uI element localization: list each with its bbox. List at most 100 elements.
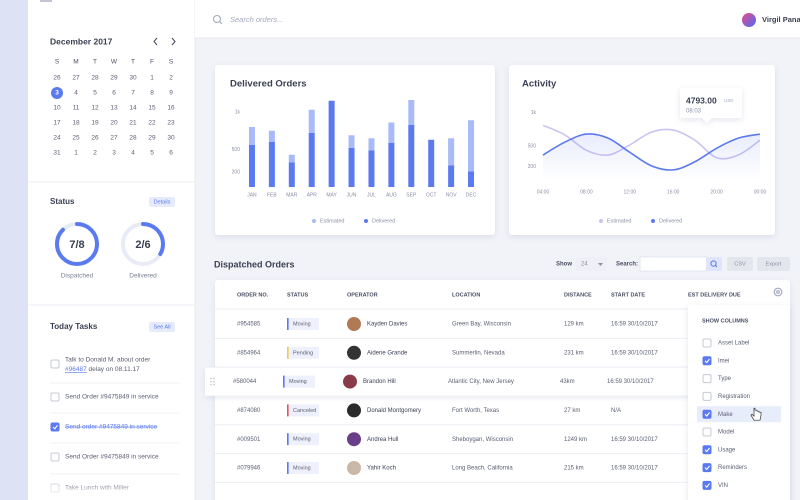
calendar-day[interactable]: 1 xyxy=(150,75,154,82)
search-input[interactable] xyxy=(639,256,708,272)
calendar-day[interactable]: 8 xyxy=(150,90,154,97)
column-option[interactable]: Usage xyxy=(718,447,736,453)
calendar-day[interactable]: 30 xyxy=(167,135,175,142)
see-all-button[interactable] xyxy=(149,322,175,332)
operator-name: Aidene Grande xyxy=(367,350,408,356)
calendar-day[interactable]: 26 xyxy=(91,135,99,142)
calendar-day[interactable]: 9 xyxy=(169,90,173,97)
button-label: See All xyxy=(153,324,170,330)
calendar-prev[interactable] xyxy=(153,37,158,46)
column-option[interactable]: Registration xyxy=(718,394,750,400)
calendar-day[interactable]: 2 xyxy=(169,75,173,82)
bar-segment xyxy=(348,148,355,187)
show-select[interactable] xyxy=(576,257,607,271)
calendar-day[interactable]: 29 xyxy=(110,75,118,82)
task-checkbox[interactable] xyxy=(50,392,60,402)
calendar-day[interactable]: 22 xyxy=(148,120,156,127)
calendar-day[interactable]: 25 xyxy=(72,135,80,142)
tooltip-time: 08:03 xyxy=(686,109,702,115)
task-checkbox[interactable] xyxy=(50,452,60,462)
checkmark xyxy=(52,424,58,430)
task-checkbox[interactable] xyxy=(50,422,60,432)
calendar-day[interactable]: 26 xyxy=(53,75,61,82)
task-checkbox[interactable] xyxy=(50,359,60,369)
calendar-day[interactable]: 12 xyxy=(91,105,99,112)
calendar-day[interactable]: 23 xyxy=(167,120,175,127)
calendar-day[interactable]: 5 xyxy=(150,150,154,157)
column-checkbox[interactable] xyxy=(702,391,712,401)
calendar-day[interactable]: 3 xyxy=(55,90,59,97)
calendar-day[interactable]: 16 xyxy=(167,105,175,112)
calendar-day[interactable]: 17 xyxy=(53,120,61,127)
column-option[interactable]: Type xyxy=(718,376,732,382)
select-caret xyxy=(598,263,603,266)
calendar-day[interactable]: 30 xyxy=(129,75,137,82)
calendar-day[interactable]: 11 xyxy=(73,105,80,112)
column-option[interactable]: VIN xyxy=(718,483,728,489)
search-button-icon xyxy=(710,260,718,268)
tooltip-unit: USD xyxy=(724,98,734,103)
calendar-day[interactable]: 27 xyxy=(72,75,80,82)
sidebar-fade xyxy=(28,476,194,500)
ring-caption: Dispatched xyxy=(61,273,94,280)
x-tick-label: 12:00 xyxy=(624,189,637,195)
task-link[interactable]: #96487 xyxy=(65,366,87,373)
calendar-day[interactable]: 14 xyxy=(129,105,137,112)
calendar-day[interactable]: 4 xyxy=(131,150,135,157)
calendar-day[interactable]: 10 xyxy=(53,105,61,112)
column-option[interactable]: Make xyxy=(718,412,733,418)
column-option[interactable]: Reminders xyxy=(718,465,747,471)
calendar-day[interactable]: 27 xyxy=(110,135,118,142)
column-checkbox[interactable] xyxy=(702,463,712,473)
csv-button[interactable] xyxy=(727,257,753,271)
settings-gear[interactable] xyxy=(773,287,783,297)
location: Summerlin, Nevada xyxy=(452,350,505,356)
calendar-day[interactable]: 20 xyxy=(110,120,118,127)
calendar-day[interactable]: 19 xyxy=(91,120,99,127)
calendar-day[interactable]: 2 xyxy=(93,150,97,157)
column-checkbox[interactable] xyxy=(702,356,712,366)
section-title: Today Tasks xyxy=(50,322,98,331)
calendar-day[interactable]: 29 xyxy=(148,135,156,142)
y-tick-label: 500 xyxy=(232,147,241,153)
column-checkbox[interactable] xyxy=(702,480,712,490)
calendar-day[interactable]: 28 xyxy=(91,75,99,82)
column-checkbox[interactable] xyxy=(702,409,712,419)
x-tick-label: SEP xyxy=(406,192,417,198)
search-button[interactable] xyxy=(706,257,722,271)
bar-segment xyxy=(308,133,315,187)
calendar-day[interactable]: 7 xyxy=(131,90,135,97)
calendar-day[interactable]: 15 xyxy=(148,105,156,112)
calendar-day[interactable]: 28 xyxy=(129,135,137,142)
calendar-day[interactable]: 1 xyxy=(74,150,78,157)
calendar-day[interactable]: 18 xyxy=(72,120,80,127)
bar-segment xyxy=(388,122,395,143)
y-tick-label: 500 xyxy=(528,144,537,150)
calendar-day[interactable]: 31 xyxy=(53,150,61,157)
calendar-day[interactable]: 3 xyxy=(112,150,116,157)
column-checkbox[interactable] xyxy=(702,427,712,437)
column-option[interactable]: Imei xyxy=(718,358,729,364)
calendar-day[interactable]: 6 xyxy=(169,150,173,157)
drag-handle xyxy=(213,380,215,383)
calendar-day[interactable]: 6 xyxy=(112,90,116,97)
column-option[interactable]: Model xyxy=(718,430,734,436)
user-avatar[interactable] xyxy=(742,13,756,27)
calendar-day[interactable]: 5 xyxy=(93,90,97,97)
export-button[interactable] xyxy=(757,257,790,271)
calendar-day[interactable]: 21 xyxy=(129,120,137,127)
weekday: T xyxy=(131,59,135,66)
details-button[interactable] xyxy=(149,197,175,207)
app-strip xyxy=(0,0,28,500)
calendar-day[interactable]: 4 xyxy=(74,90,78,97)
calendar-next[interactable] xyxy=(171,37,176,46)
column-option[interactable]: Asset Label xyxy=(718,341,749,347)
calendar-day[interactable]: 13 xyxy=(110,105,118,112)
operator-name: Yahir Koch xyxy=(367,466,396,472)
column-checkbox[interactable] xyxy=(702,338,712,348)
x-tick-label: 00:00 xyxy=(754,189,767,195)
legend-swatch xyxy=(651,219,655,223)
column-checkbox[interactable] xyxy=(702,445,712,455)
calendar-day[interactable]: 24 xyxy=(53,135,61,142)
column-checkbox[interactable] xyxy=(702,374,712,384)
